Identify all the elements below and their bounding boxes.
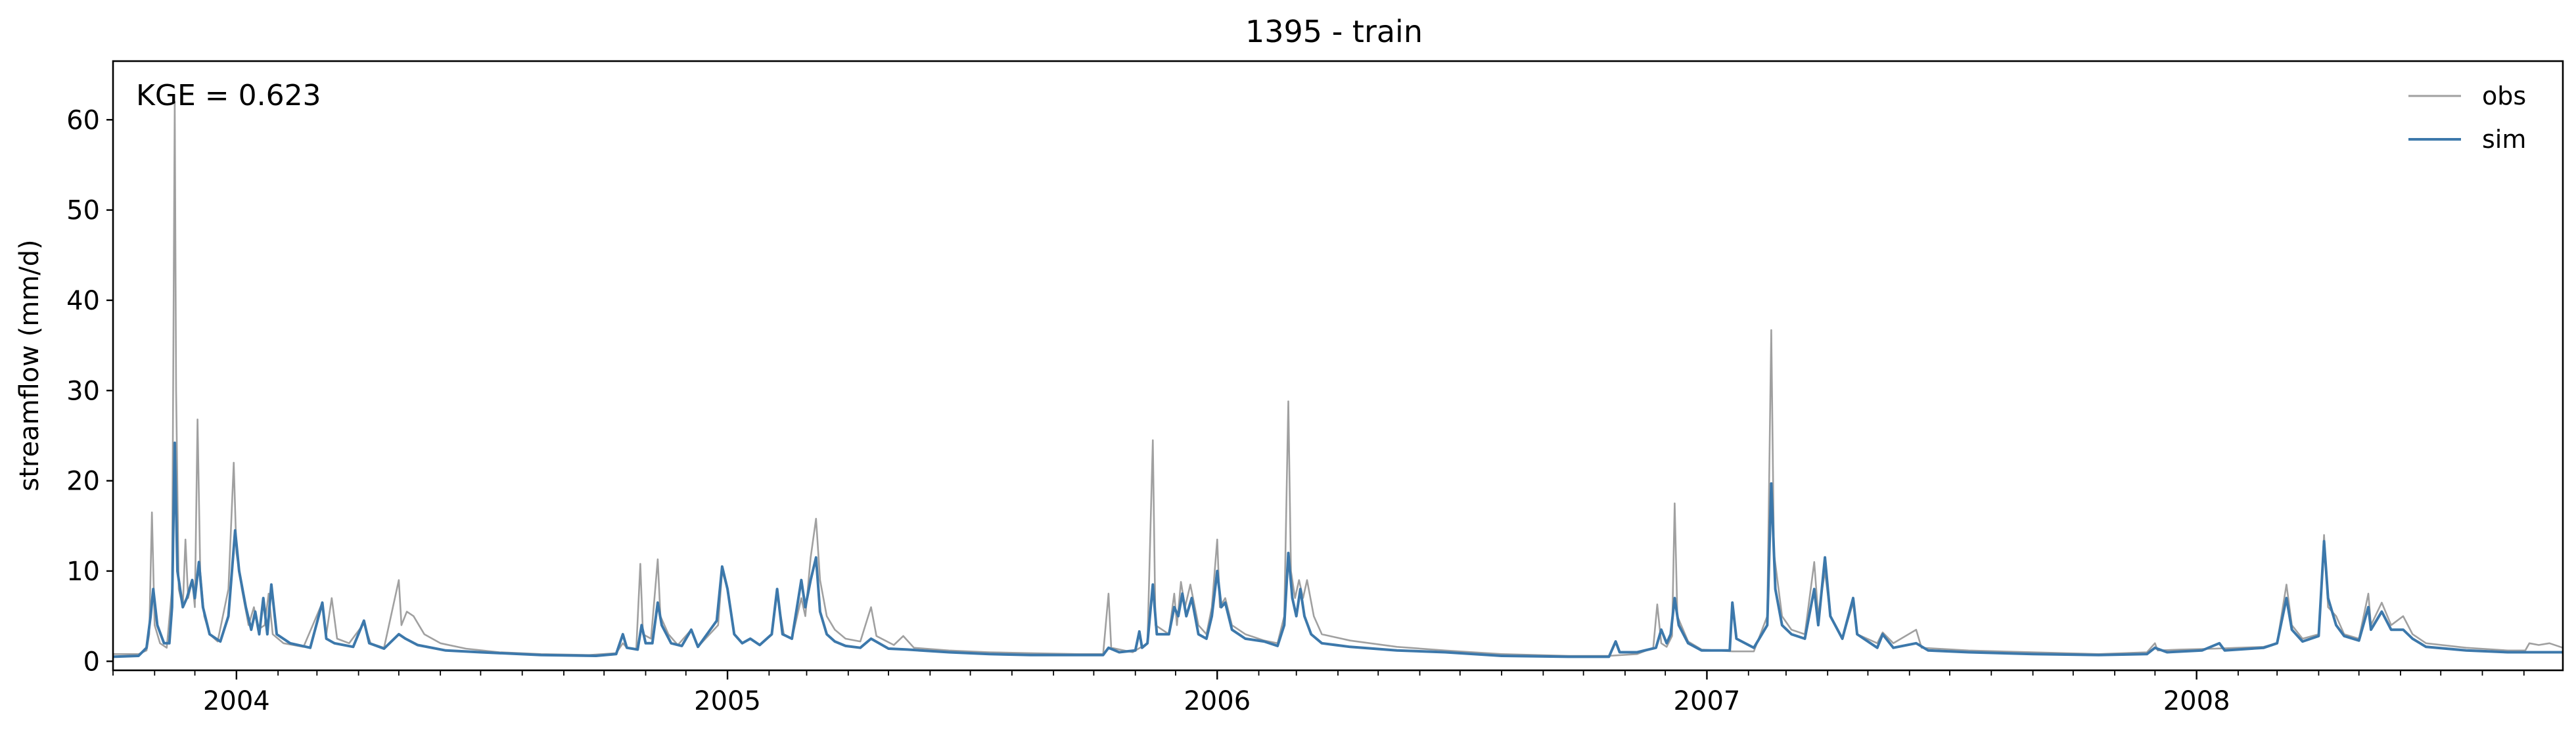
series-line-sim [112, 441, 2563, 658]
series-layer [112, 101, 2564, 658]
legend-label-obs: obs [2482, 81, 2526, 110]
y-tick-label: 10 [66, 557, 100, 587]
y-tick-label: 40 [66, 286, 100, 316]
y-axis: 0 10 20 30 40 50 60 [66, 105, 113, 677]
y-tick-label: 60 [66, 105, 100, 135]
x-tick-label: 2004 [203, 686, 270, 716]
chart-title: 1395 - train [1245, 14, 1423, 49]
x-tick-label: 2008 [2163, 686, 2230, 716]
legend: obs sim [2408, 81, 2526, 154]
y-tick-label: 50 [66, 196, 100, 226]
x-axis: 2004 2005 2006 2007 2008 [112, 670, 2525, 716]
x-tick-label: 2005 [694, 686, 761, 716]
y-tick-label: 20 [66, 467, 100, 497]
kge-annotation: KGE = 0.623 [136, 79, 321, 112]
y-tick-label: 30 [66, 376, 100, 406]
legend-label-sim: sim [2482, 125, 2526, 154]
x-tick-label: 2007 [1674, 686, 1741, 716]
y-tick-label: 0 [83, 647, 100, 677]
y-axis-label: streamflow (mm/d) [14, 239, 45, 491]
x-tick-label: 2006 [1184, 686, 1251, 716]
